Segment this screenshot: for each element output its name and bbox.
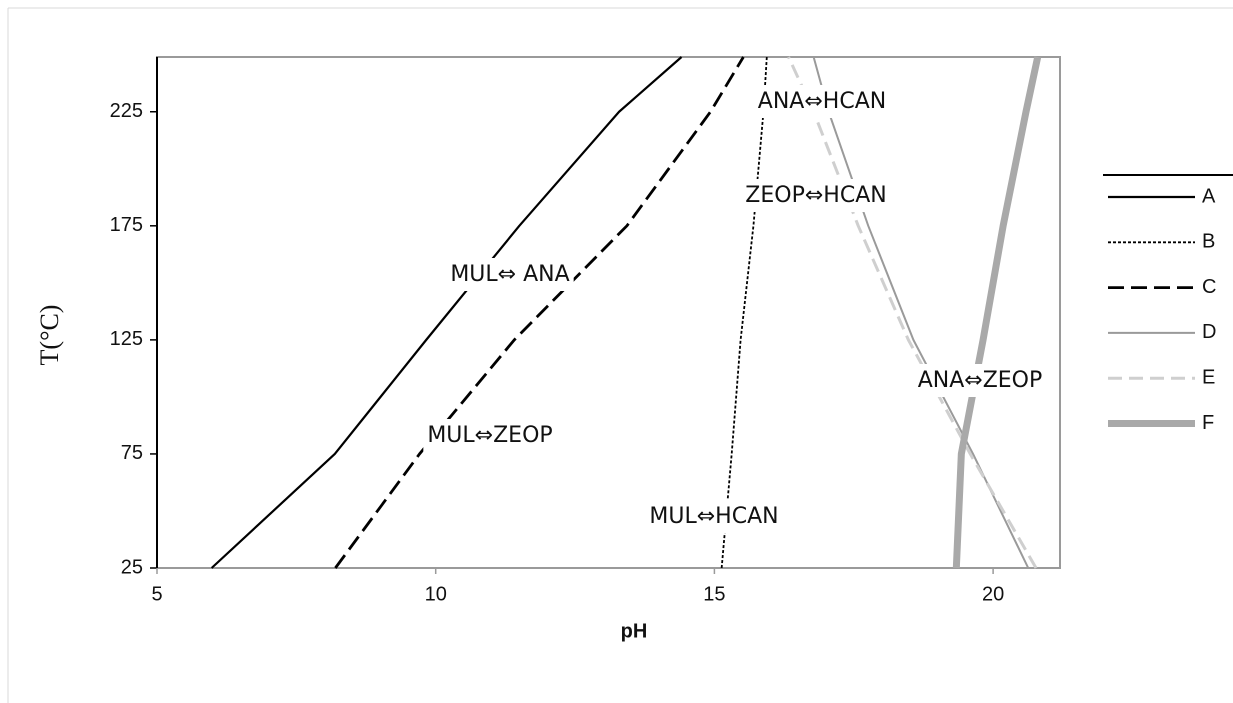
annotation: MUL⇔HCAN (649, 504, 778, 529)
x-tick-label: 10 (425, 583, 447, 605)
series-line (952, 56, 1042, 569)
y-tick-label: 25 (121, 556, 143, 578)
x-tick-label: 5 (151, 583, 162, 605)
annotation-bg (645, 500, 783, 533)
axes: 25 75 125 175 225 5 10 15 20 (110, 56, 1061, 605)
series-line (210, 56, 683, 569)
legend-label: A (1202, 185, 1216, 207)
y-tick-label: 75 (121, 442, 143, 464)
annotation: MUL⇔ ANA (450, 262, 569, 287)
annotation-bg (913, 364, 1047, 397)
legend-label: B (1202, 231, 1215, 253)
legend-label: C (1202, 276, 1216, 298)
legend-label: E (1202, 366, 1215, 388)
y-tick-label: 125 (110, 328, 143, 350)
series-line (720, 56, 768, 569)
plot-frame (156, 56, 1061, 569)
annotation-bg (741, 179, 891, 212)
annotation: ZEOP⇔HCAN (745, 183, 886, 208)
annotation-bg (753, 85, 891, 118)
legend-box (1103, 175, 1233, 443)
series (210, 56, 1042, 569)
x-tick-label: 15 (703, 583, 725, 605)
series-line (812, 56, 1030, 569)
annotation: ANA⇔ZEOP (918, 368, 1043, 393)
annotation: ANA⇔HCAN (758, 89, 886, 114)
y-tick-label: 225 (110, 100, 143, 122)
legend-label: F (1202, 412, 1214, 434)
x-axis-label: pH (621, 620, 648, 642)
annotation: MUL⇔ZEOP (427, 423, 552, 448)
legend-label: D (1202, 321, 1216, 343)
annotations: MUL⇔ ANA MUL⇔ZEOP MUL⇔HCAN ANA⇔HCAN ZEOP⇔HCA… (423, 85, 1047, 533)
annotation-bg (423, 419, 557, 452)
y-axis-label: T(°C) (35, 305, 64, 366)
y-tick-label: 175 (110, 214, 143, 236)
x-tick-label: 20 (982, 583, 1004, 605)
annotation-bg (446, 258, 574, 291)
series-line (334, 56, 745, 569)
legend: A B C D E F (1103, 174, 1233, 443)
series-line (787, 56, 1038, 569)
